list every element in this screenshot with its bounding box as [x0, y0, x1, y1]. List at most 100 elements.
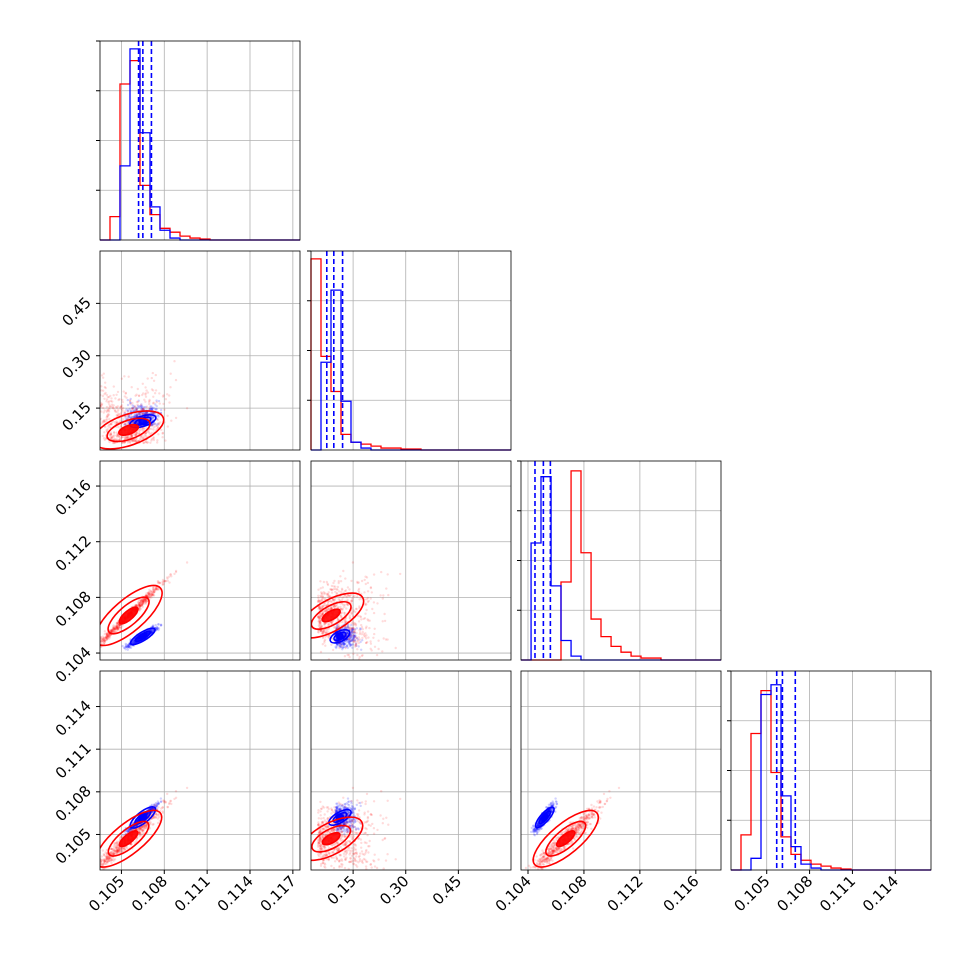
- scatter-point: [126, 410, 130, 413]
- scatter-point: [351, 631, 354, 635]
- scatter-point: [147, 592, 150, 596]
- scatter-point: [166, 579, 169, 583]
- scatter-point: [105, 416, 108, 419]
- scatter-point: [321, 595, 324, 598]
- scatter-point: [156, 587, 159, 590]
- scatter-point: [333, 625, 336, 628]
- scatter-point: [319, 607, 322, 611]
- scatter-point: [115, 431, 119, 434]
- scatter-point: [343, 611, 346, 614]
- scatter-point: [350, 630, 354, 633]
- scatter-point: [147, 591, 150, 595]
- scatter-point: [323, 622, 326, 625]
- scatter-point: [128, 399, 132, 402]
- scatter-point: [352, 640, 356, 643]
- scatter-point: [113, 843, 116, 847]
- scatter-point: [153, 422, 156, 425]
- scatter-point: [139, 604, 143, 607]
- scatter-point: [103, 636, 106, 639]
- scatter-point: [138, 412, 141, 415]
- scatter-point: [149, 807, 152, 811]
- scatter-points: [100, 561, 189, 651]
- scatter-point: [337, 598, 340, 601]
- scatter-point: [399, 572, 402, 576]
- scatter-point: [154, 803, 157, 807]
- scatter-point: [157, 627, 161, 630]
- scatter-point: [140, 599, 143, 602]
- scatter-point: [152, 591, 155, 594]
- scatter-point: [110, 857, 113, 860]
- scatter-point: [154, 586, 158, 589]
- scatter-point: [102, 637, 105, 640]
- scatter-point: [356, 653, 359, 657]
- scatter-point: [141, 825, 145, 828]
- scatter-point: [143, 602, 146, 605]
- scatter-point: [102, 859, 106, 862]
- scatter-point: [136, 413, 139, 416]
- scatter-point: [317, 615, 321, 619]
- scatter-point: [155, 813, 158, 816]
- scatter-point: [115, 625, 118, 628]
- scatter-point: [137, 602, 140, 606]
- scatter-point: [355, 595, 359, 599]
- scatter-point: [154, 803, 157, 807]
- scatter-point: [115, 849, 119, 852]
- scatter-point: [153, 412, 156, 415]
- scatter-point: [341, 609, 344, 612]
- scatter-point: [357, 587, 361, 591]
- scatter-point: [148, 594, 151, 597]
- scatter-point: [140, 603, 144, 606]
- scatter-point: [126, 830, 129, 834]
- scatter-point: [328, 595, 331, 598]
- scatter-point: [156, 588, 159, 591]
- scatter-point: [109, 431, 113, 434]
- scatter-point: [110, 630, 114, 633]
- scatter-point: [185, 786, 189, 790]
- scatter-point: [317, 617, 321, 620]
- scatter-panel-2-1: [310, 460, 512, 665]
- scatter-point: [104, 386, 107, 390]
- scatter-point: [100, 401, 102, 405]
- scatter-point: [318, 619, 321, 622]
- scatter-point: [119, 405, 123, 408]
- contour-level: [118, 423, 140, 436]
- scatter-point: [395, 663, 397, 665]
- scatter-point: [133, 439, 136, 443]
- scatter-point: [127, 415, 130, 418]
- scatter-point: [106, 413, 110, 416]
- scatter-point: [115, 625, 119, 628]
- scatter-point: [107, 423, 111, 427]
- scatter-point: [351, 627, 354, 630]
- scatter-point: [141, 408, 144, 411]
- scatter-point: [152, 591, 155, 594]
- scatter-point: [112, 431, 116, 434]
- scatter-point: [135, 393, 138, 396]
- scatter-point: [143, 598, 146, 601]
- scatter-point: [115, 625, 119, 628]
- scatter-point: [150, 388, 154, 391]
- scatter-point: [107, 855, 111, 858]
- scatter-point: [352, 596, 355, 599]
- scatter-point: [100, 417, 102, 420]
- scatter-point: [348, 635, 352, 638]
- scatter-point: [115, 626, 119, 629]
- scatter-point: [151, 593, 154, 597]
- scatter-point: [150, 411, 153, 414]
- scatter-point: [354, 642, 358, 646]
- scatter-point: [137, 394, 141, 397]
- scatter-point: [100, 642, 103, 645]
- scatter-point: [135, 433, 138, 437]
- scatter-point: [140, 826, 143, 829]
- scatter-point: [345, 595, 348, 599]
- scatter-point: [132, 438, 136, 441]
- scatter-point: [95, 872, 97, 874]
- scatter-point: [174, 416, 178, 420]
- scatter-point: [149, 591, 152, 595]
- scatter-point: [359, 615, 363, 619]
- scatter-point: [146, 632, 150, 635]
- scatter-point: [108, 408, 111, 411]
- scatter-point: [344, 642, 347, 645]
- scatter-point: [361, 628, 364, 631]
- scatter-point: [342, 642, 345, 645]
- scatter-point: [126, 441, 130, 444]
